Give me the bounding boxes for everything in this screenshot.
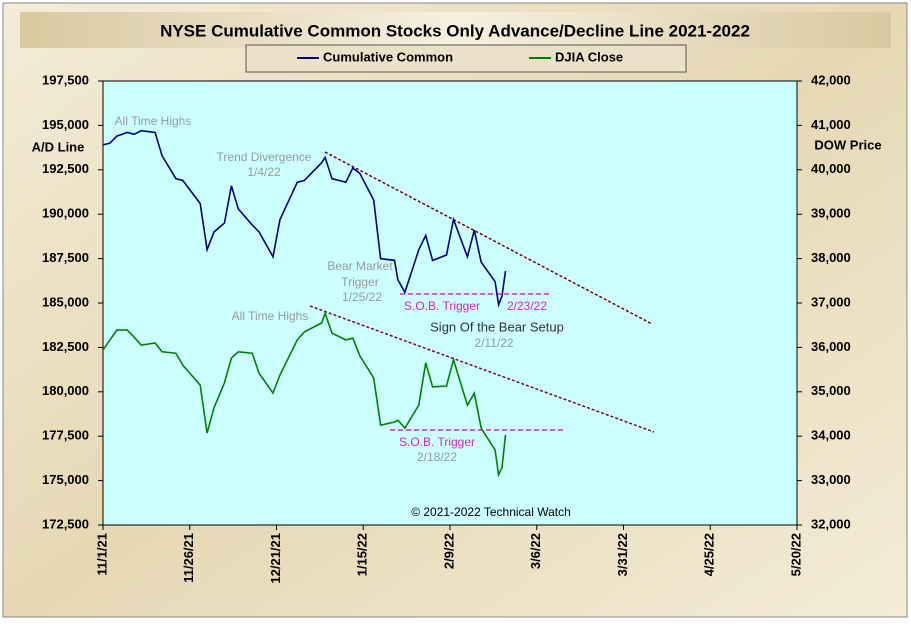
annotation: Trigger	[341, 275, 379, 289]
x-tick-label: 11/26/21	[181, 533, 196, 583]
y2-tick-label: 37,000	[811, 294, 851, 309]
y-tick-label: 177,500	[42, 428, 89, 443]
series-line	[102, 310, 507, 478]
annotation: 1/25/22	[342, 290, 382, 304]
legend-label: DJIA Close	[555, 49, 623, 64]
annotation: All Time Highs	[115, 114, 192, 128]
annotation: 1/4/22	[247, 165, 281, 179]
x-tick-label: 3/31/22	[615, 533, 630, 576]
y2-axis-label: DOW Price	[814, 137, 881, 152]
y-tick-label: 187,500	[42, 250, 89, 265]
x-tick-label: 12/21/21	[268, 533, 283, 584]
y-axis-label: A/D Line	[32, 139, 85, 154]
y2-tick-label: 39,000	[811, 206, 851, 221]
y-tick-label: 190,000	[42, 206, 89, 221]
annotation: 2/23/22	[507, 299, 547, 313]
annotation: 2/11/22	[474, 336, 513, 350]
chart-title: NYSE Cumulative Common Stocks Only Advan…	[160, 21, 750, 40]
x-tick-label: 11/1/21	[94, 533, 109, 576]
y-tick-label: 175,000	[42, 472, 89, 487]
x-tick-label: 1/15/22	[355, 533, 370, 576]
trend-line	[309, 305, 655, 433]
annotation: 2/18/22	[417, 450, 457, 464]
legend-label: Cumulative Common	[323, 49, 453, 64]
y2-tick-label: 32,000	[811, 516, 851, 531]
y2-tick-label: 34,000	[811, 428, 851, 443]
legend	[245, 44, 687, 73]
trend-line	[324, 151, 653, 325]
copyright: © 2021-2022 Technical Watch	[411, 505, 571, 519]
x-tick-label: 5/20/22	[788, 533, 803, 576]
x-tick-label: 3/6/22	[528, 533, 543, 569]
y2-tick-label: 41,000	[811, 117, 851, 132]
y2-tick-label: 35,000	[811, 383, 851, 398]
y-tick-label: 180,000	[42, 383, 89, 398]
annotation: S.O.B. Trigger	[399, 435, 475, 449]
annotation: All Time Highs	[232, 309, 309, 323]
x-tick-label: 2/9/22	[441, 533, 456, 569]
y-tick-label: 197,500	[42, 72, 89, 87]
plot-area	[102, 80, 798, 526]
y2-tick-label: 33,000	[811, 472, 851, 487]
y2-tick-label: 42,000	[811, 72, 851, 87]
y-tick-label: 172,500	[42, 516, 89, 531]
y2-tick-label: 38,000	[811, 250, 851, 265]
annotation: Sign Of the Bear Setup	[430, 319, 564, 334]
series-line	[102, 129, 507, 308]
x-tick-label: 4/25/22	[702, 533, 717, 576]
annotation: Trend Divergence	[217, 150, 312, 164]
annotation: S.O.B. Trigger	[404, 299, 480, 313]
annotation: Bear Market	[327, 259, 393, 273]
y2-tick-label: 36,000	[811, 339, 851, 354]
title-bar	[20, 12, 891, 48]
y-tick-label: 185,000	[42, 294, 89, 309]
y2-tick-label: 40,000	[811, 161, 851, 176]
y-tick-label: 182,500	[42, 339, 89, 354]
y-tick-label: 195,000	[42, 117, 89, 132]
y-tick-label: 192,500	[42, 161, 89, 176]
